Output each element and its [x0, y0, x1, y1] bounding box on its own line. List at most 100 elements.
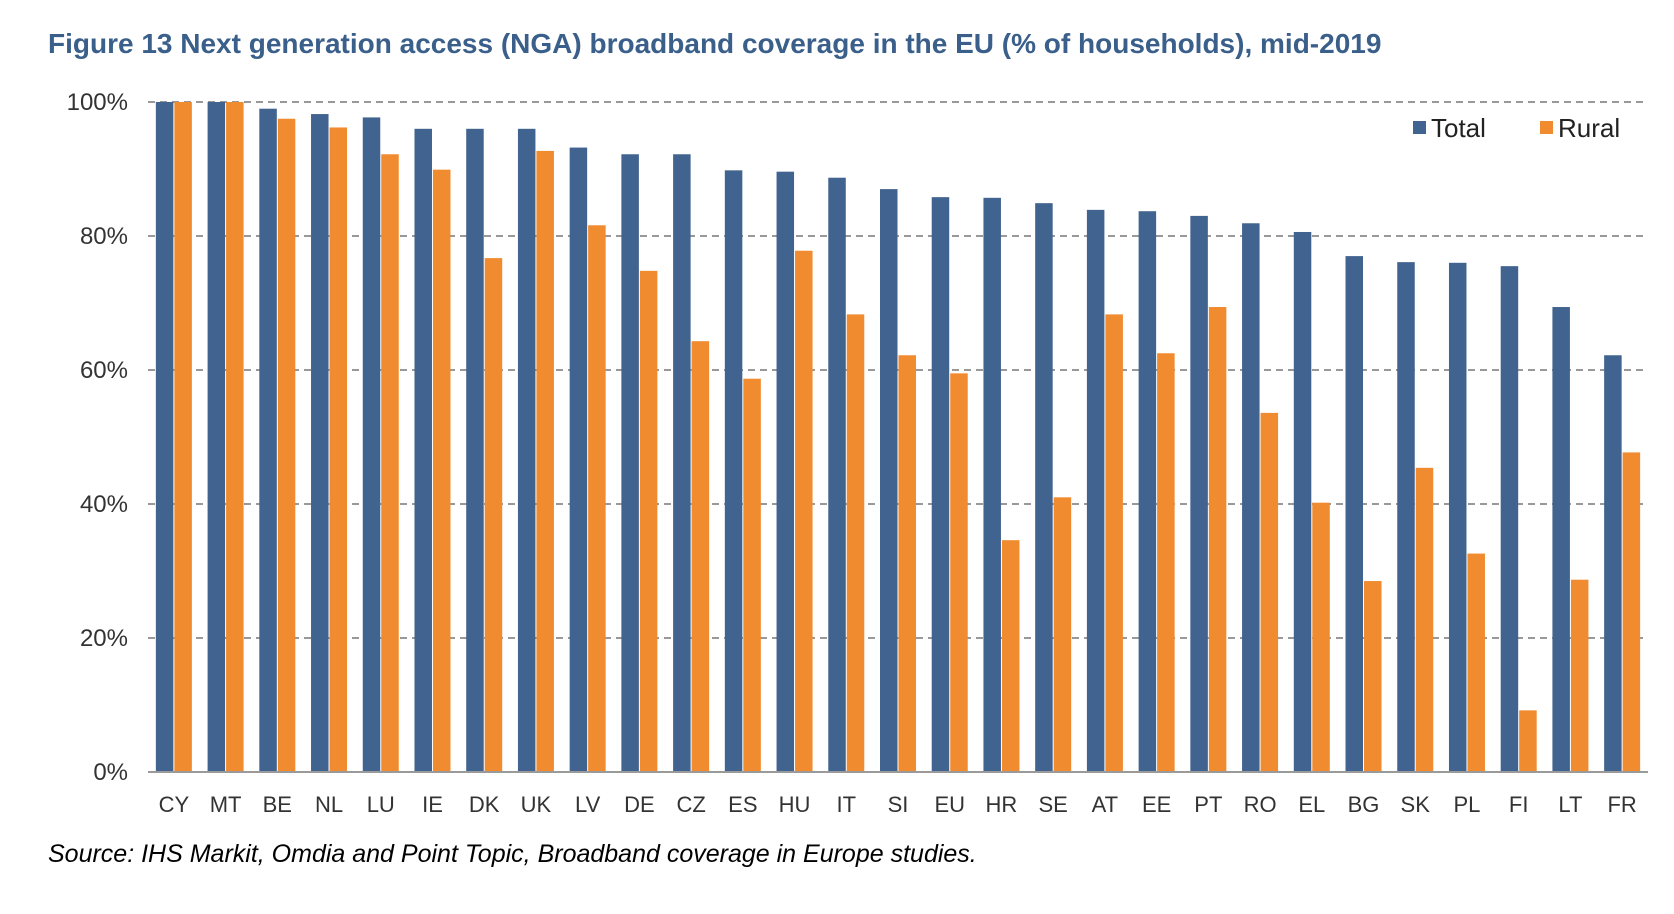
y-tick-label: 20% — [80, 625, 128, 652]
bar-total-ie — [414, 128, 432, 773]
bar-total-at — [1086, 209, 1105, 772]
bars — [155, 102, 1641, 773]
bar-total-eu — [931, 197, 950, 772]
legend-swatch-total — [1413, 121, 1426, 134]
bar-rural-cz — [691, 341, 710, 772]
x-tick-label: SI — [888, 792, 909, 817]
bar-rural-it — [846, 314, 865, 772]
x-axis-labels: CY MT BE NL LU IE DK UK LV DE CZ ES HU IT SI EU HR SE AT EE… — [159, 792, 1637, 817]
bar-total-cz — [673, 154, 691, 772]
bar-total-de — [621, 154, 639, 772]
bar-total-dk — [466, 128, 484, 773]
bar-total-lu — [362, 117, 381, 772]
bar-total-el — [1293, 231, 1312, 773]
bar-total-pl — [1448, 262, 1467, 772]
chart-title: Figure 13 Next generation access (NGA) b… — [48, 28, 1382, 59]
bar-rural-bg — [1364, 581, 1382, 772]
x-tick-label: DK — [469, 792, 500, 817]
bar-total-nl — [311, 114, 329, 772]
x-tick-label: IT — [836, 792, 856, 817]
x-tick-label: LU — [367, 792, 395, 817]
x-tick-label: HU — [779, 792, 811, 817]
bar-rural-ee — [1157, 353, 1175, 772]
x-tick-label: FI — [1509, 792, 1529, 817]
y-axis-ticks: 0% 20% 40% 60% 80% 100% — [67, 89, 128, 786]
x-tick-label: NL — [315, 792, 343, 817]
x-tick-label: EE — [1142, 792, 1171, 817]
y-tick-label: 0% — [93, 759, 128, 786]
bar-rural-pl — [1467, 553, 1485, 772]
bar-rural-eu — [950, 373, 968, 772]
bar-rural-lt — [1570, 579, 1589, 772]
bar-rural-at — [1105, 314, 1123, 772]
y-tick-label: 80% — [80, 223, 128, 250]
bar-rural-es — [743, 378, 761, 772]
y-tick-label: 60% — [80, 357, 128, 384]
bar-rural-hr — [1001, 540, 1020, 772]
y-tick-label: 40% — [80, 491, 128, 518]
x-tick-label: CY — [159, 792, 190, 817]
bar-rural-lv — [588, 225, 606, 772]
x-tick-label: ES — [728, 792, 757, 817]
bar-total-lv — [569, 147, 588, 772]
bar-total-ro — [1242, 223, 1260, 772]
legend-swatch-rural — [1540, 121, 1553, 134]
bar-total-be — [259, 108, 277, 772]
x-tick-label: BE — [263, 792, 292, 817]
x-tick-label: FR — [1607, 792, 1636, 817]
bar-total-cy — [155, 102, 174, 772]
bar-total-hu — [776, 171, 795, 772]
bar-rural-si — [898, 355, 916, 772]
bar-rural-ro — [1260, 412, 1279, 772]
bar-rural-be — [277, 118, 296, 772]
bar-total-ee — [1138, 211, 1157, 772]
bar-rural-dk — [484, 258, 503, 772]
x-tick-label: HR — [986, 792, 1018, 817]
x-tick-label: EL — [1298, 792, 1325, 817]
x-tick-label: UK — [521, 792, 552, 817]
bar-total-sk — [1397, 262, 1415, 772]
bar-total-it — [828, 177, 846, 772]
x-tick-label: EU — [934, 792, 965, 817]
bar-total-si — [880, 189, 898, 773]
x-tick-label: PT — [1194, 792, 1222, 817]
bar-rural-ie — [432, 169, 451, 773]
bar-rural-uk — [536, 150, 554, 772]
bar-total-lt — [1552, 307, 1570, 772]
bar-rural-sk — [1415, 467, 1434, 772]
bar-total-fi — [1500, 266, 1519, 772]
x-tick-label: LV — [575, 792, 601, 817]
bar-total-uk — [517, 128, 536, 773]
bar-rural-fr — [1622, 452, 1641, 772]
bar-rural-el — [1312, 502, 1330, 772]
bar-total-bg — [1345, 256, 1364, 773]
bar-rural-fi — [1519, 710, 1537, 772]
bar-rural-nl — [329, 127, 348, 772]
x-tick-label: LT — [1558, 792, 1582, 817]
legend: Total Rural — [1413, 113, 1620, 143]
bar-rural-lu — [381, 154, 399, 772]
bar-rural-pt — [1208, 307, 1227, 772]
x-tick-label: DE — [624, 792, 655, 817]
x-tick-label: SK — [1401, 792, 1431, 817]
source-note: Source: IHS Markit, Omdia and Point Topi… — [48, 840, 977, 868]
bar-rural-hu — [795, 250, 813, 773]
bar-total-se — [1035, 203, 1053, 773]
x-tick-label: AT — [1092, 792, 1118, 817]
legend-label-rural: Rural — [1558, 113, 1620, 143]
y-tick-label: 100% — [67, 89, 128, 116]
bar-rural-de — [639, 270, 658, 772]
x-tick-label: BG — [1348, 792, 1380, 817]
bar-rural-cy — [174, 102, 192, 772]
bar-total-pt — [1190, 215, 1208, 772]
x-tick-label: PL — [1454, 792, 1481, 817]
bar-rural-mt — [226, 102, 244, 772]
x-tick-label: MT — [210, 792, 242, 817]
x-tick-label: RO — [1244, 792, 1277, 817]
bar-total-hr — [983, 197, 1001, 772]
x-tick-label: CZ — [676, 792, 705, 817]
x-tick-label: SE — [1038, 792, 1067, 817]
bar-total-mt — [207, 102, 226, 772]
bar-total-es — [724, 170, 743, 773]
